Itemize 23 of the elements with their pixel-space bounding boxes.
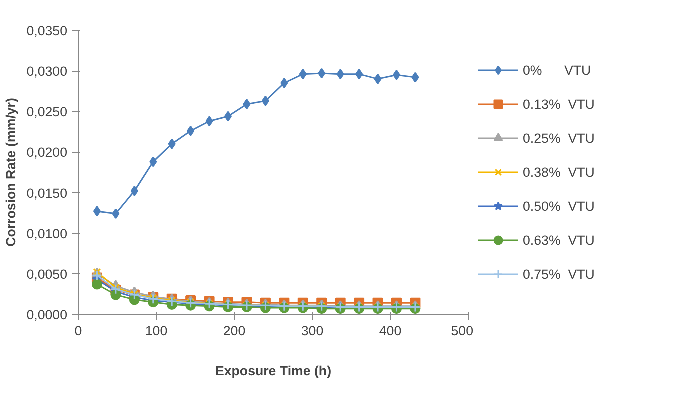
y-tick-label: 0,0300 (26, 64, 68, 80)
x-tick-label: 400 (379, 324, 402, 338)
legend-label: 0.75% VTU (523, 266, 596, 282)
x-tick-label: 300 (301, 324, 324, 338)
legend-label: 0.25% VTU (523, 130, 596, 146)
x-tick-label: 200 (223, 324, 246, 338)
y-tick-label: 0,0050 (26, 266, 68, 282)
legend-label: 0.63% VTU (523, 232, 596, 248)
x-tick-label: 100 (145, 324, 168, 338)
y-tick-label: 0,0350 (26, 24, 68, 38)
y-tick-label: 0,0200 (26, 145, 68, 160)
y-tick-label: 0,0150 (26, 186, 68, 201)
y-axis-title: Corrosion Rate (mm/yr) (4, 98, 19, 247)
y-tick-label: 0,0250 (26, 104, 68, 120)
x-tick-label: 500 (451, 324, 474, 338)
y-tick-label: 0,0100 (26, 226, 68, 242)
x-tick-label: 0 (74, 324, 82, 338)
legend-label: 0.13% VTU (523, 96, 596, 112)
legend-label: 0% VTU (523, 62, 592, 78)
y-tick-label: 0,0000 (26, 308, 68, 322)
legend-label: 0.50% VTU (523, 198, 596, 214)
x-axis-title: Exposure Time (h) (215, 364, 332, 378)
legend-label: 0.38% VTU (523, 164, 596, 180)
